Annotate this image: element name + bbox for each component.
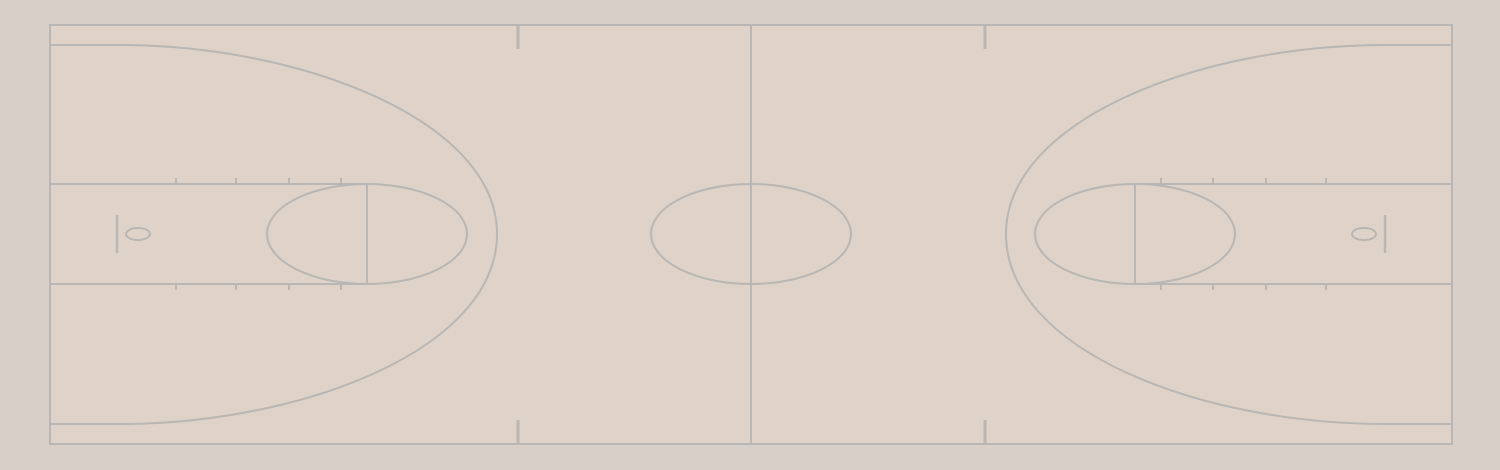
- left-free-throw-circle: [266, 183, 468, 285]
- left-hoop: [125, 227, 151, 241]
- right-three-point-arc: [1004, 44, 1452, 425]
- center-circle: [650, 183, 852, 285]
- left-three-point-arc: [50, 44, 499, 425]
- right-hoop: [1351, 227, 1377, 241]
- right-free-throw-circle: [1034, 183, 1236, 285]
